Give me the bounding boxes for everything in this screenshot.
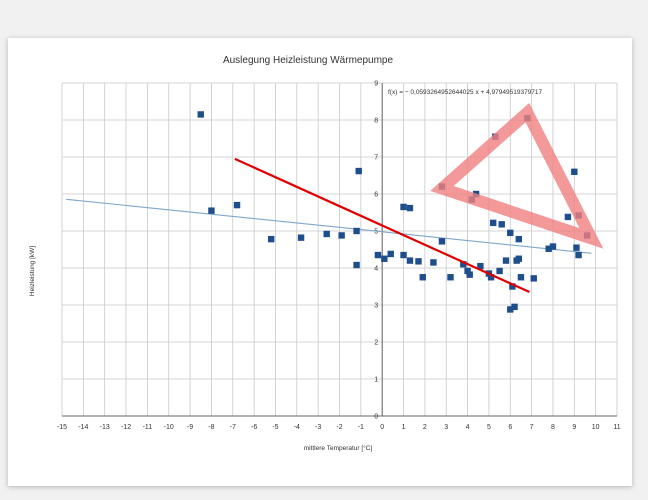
y-axis-label: Heizleistung [kW] <box>29 246 36 296</box>
x-tick-label: -13 <box>100 424 110 431</box>
y-tick-label: 3 <box>374 303 378 310</box>
x-tick-label: -9 <box>187 424 193 431</box>
x-tick-label: -5 <box>272 424 278 431</box>
data-point <box>267 235 275 243</box>
data-point <box>338 232 345 239</box>
data-point <box>233 201 241 209</box>
axes <box>62 83 617 417</box>
x-tick-label: -8 <box>208 424 214 431</box>
x-tick-label: -1 <box>358 424 364 431</box>
data-point <box>575 251 582 259</box>
data-point <box>487 274 495 281</box>
data-point <box>353 261 360 269</box>
data-point <box>464 267 471 275</box>
x-tick-label: 2 <box>423 424 427 431</box>
x-tick-label: 7 <box>530 424 534 431</box>
x-tick-label: -11 <box>143 424 153 431</box>
data-point <box>438 238 446 245</box>
data-point <box>406 257 414 264</box>
y-tick-label: 2 <box>374 340 378 347</box>
data-point <box>208 207 215 214</box>
x-tick-label: -3 <box>315 424 321 431</box>
data-point <box>502 257 510 264</box>
data-point <box>530 275 537 282</box>
data-point <box>381 255 388 262</box>
x-tick-label: 11 <box>613 424 620 431</box>
trendline-equation: f(x) = − 0,0593264952644025 x + 4,979495… <box>388 89 543 96</box>
data-point <box>571 168 578 175</box>
data-point <box>515 235 523 243</box>
x-tick-label: 4 <box>466 424 470 431</box>
data-point <box>507 306 514 313</box>
x-tick-label: -4 <box>294 424 300 431</box>
x-tick-label: 1 <box>402 424 406 431</box>
data-point <box>323 230 330 238</box>
data-point <box>355 167 362 175</box>
y-tick-label: 8 <box>374 118 378 125</box>
x-tick-label: -14 <box>78 424 88 431</box>
data-point <box>406 204 414 212</box>
y-tick-label: 1 <box>374 377 378 384</box>
y-tick-label: 5 <box>374 229 378 236</box>
data-point <box>197 111 204 118</box>
chart-title: Auslegung Heizleistung Wärmepumpe <box>223 55 394 66</box>
y-tick-label: 9 <box>374 81 378 88</box>
x-tick-label: 5 <box>487 424 491 431</box>
chart-card: Auslegung Heizleistung Wärmepumpe -15 -14… <box>8 38 632 486</box>
data-point <box>509 283 516 290</box>
data-point <box>419 274 426 281</box>
y-tick-label: 4 <box>374 266 378 273</box>
data-point <box>460 261 467 268</box>
data-point <box>515 255 523 262</box>
x-axis-label: mittlere Temperatur [°C] <box>304 444 373 452</box>
trendline-group <box>66 198 592 254</box>
x-tick-label: 10 <box>592 424 600 431</box>
data-point <box>545 245 552 252</box>
data-point <box>415 258 422 265</box>
trendline <box>66 198 592 254</box>
x-tick-label: -10 <box>164 424 174 431</box>
data-point <box>511 303 518 311</box>
data-point <box>489 219 497 227</box>
data-point <box>466 271 473 278</box>
x-tick-label: -15 <box>57 424 67 431</box>
x-tick-label: 6 <box>508 424 512 431</box>
data-point <box>400 251 407 259</box>
data-point <box>507 229 514 237</box>
red-trend-line <box>234 157 530 294</box>
x-tick-label: -12 <box>121 424 131 431</box>
data-point <box>517 274 525 281</box>
data-point <box>496 267 503 275</box>
y-tick-labels: 0 1 2 3 4 5 6 7 8 9 <box>374 81 378 421</box>
x-tick-label: -2 <box>336 424 342 431</box>
annotations <box>234 102 604 294</box>
data-point <box>498 221 505 228</box>
y-tick-label: 0 <box>374 414 378 421</box>
data-point <box>564 213 572 221</box>
y-tick-label: 6 <box>374 192 378 199</box>
data-point <box>374 251 382 259</box>
data-point <box>400 203 407 211</box>
highlight-triangle <box>430 102 604 249</box>
x-tick-label: 0 <box>380 424 384 431</box>
x-tick-label: -6 <box>251 424 257 431</box>
data-point <box>297 234 305 241</box>
data-point <box>447 274 454 281</box>
chart: Auslegung Heizleistung Wärmepumpe -15 -14… <box>29 55 621 452</box>
data-point <box>430 259 437 266</box>
data-point <box>549 243 557 250</box>
x-tick-label: 8 <box>551 424 555 431</box>
x-tick-label: -7 <box>230 424 236 431</box>
x-tick-label: 9 <box>572 424 576 431</box>
data-point <box>353 227 360 235</box>
data-point <box>387 250 394 258</box>
x-tick-labels: -15 -14 -13 -12 -11 -10 -9 -8 -7 -6 -5 -4 -3 -2 -1 0 1 2 3… <box>57 424 621 431</box>
data-point <box>573 244 580 251</box>
x-tick-label: 3 <box>444 424 448 431</box>
data-point <box>477 262 484 270</box>
y-tick-label: 7 <box>374 155 378 162</box>
